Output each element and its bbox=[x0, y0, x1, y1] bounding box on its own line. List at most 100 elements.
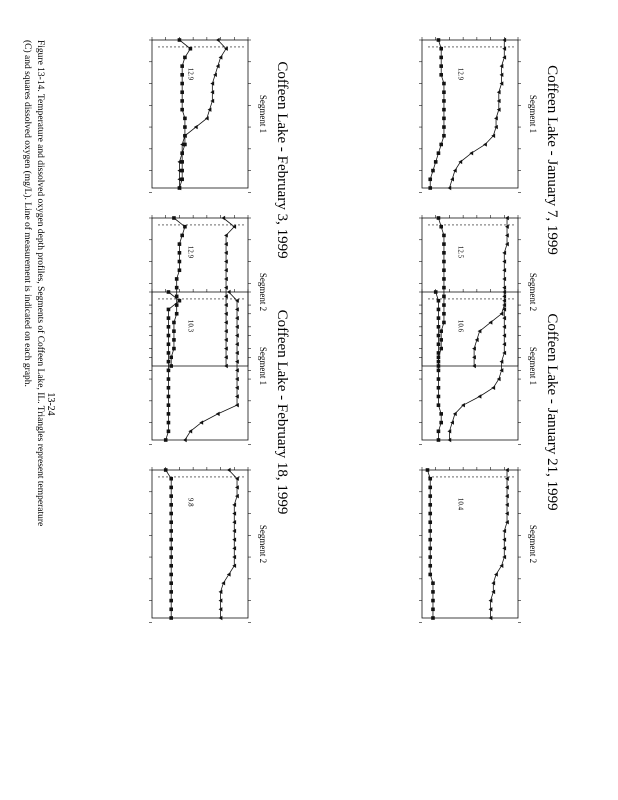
temperature-point bbox=[224, 328, 228, 334]
temperature-point bbox=[224, 241, 228, 247]
oxygen-point bbox=[436, 342, 441, 347]
oxygen-point bbox=[166, 325, 171, 329]
oxygen-point bbox=[166, 342, 171, 347]
series-line bbox=[220, 469, 238, 618]
oxygen-point bbox=[174, 285, 179, 290]
temperature-point bbox=[502, 285, 507, 290]
oxygen-point bbox=[172, 346, 176, 351]
temperature-point bbox=[235, 298, 239, 303]
temperature-point bbox=[193, 124, 198, 130]
temperature-point bbox=[232, 224, 237, 229]
temperature-point bbox=[235, 376, 239, 382]
profile-panel: Segment 1 12.9 bbox=[149, 37, 268, 193]
temperature-point bbox=[502, 546, 507, 551]
oxygen-point bbox=[180, 99, 184, 103]
oxygen-point bbox=[166, 385, 171, 390]
chart-title: Coffeen Lake - February 18, 1999 bbox=[274, 310, 290, 515]
oxygen-point bbox=[172, 329, 176, 333]
measurement-annotation: 10.4 bbox=[456, 498, 464, 511]
temperature-point bbox=[452, 168, 457, 173]
temperature-point bbox=[235, 324, 239, 330]
temperature-point bbox=[177, 168, 182, 173]
oxygen-point bbox=[428, 511, 433, 516]
oxygen-point bbox=[439, 346, 443, 351]
temperature-point bbox=[488, 615, 493, 621]
oxygen-point bbox=[169, 529, 173, 533]
profile-panel: Segment 2 9.8 bbox=[149, 467, 268, 623]
temperature-point bbox=[177, 177, 182, 182]
oxygen-point bbox=[442, 90, 446, 95]
temperature-point bbox=[488, 320, 493, 325]
oxygen-point bbox=[172, 320, 176, 325]
temperature-point bbox=[502, 350, 507, 356]
oxygen-point bbox=[436, 325, 441, 329]
oxygen-point bbox=[442, 303, 446, 307]
temperature-point bbox=[502, 276, 507, 282]
temperature-point bbox=[505, 485, 509, 490]
oxygen-point bbox=[166, 359, 171, 364]
oxygen-point bbox=[439, 142, 443, 147]
oxygen-point bbox=[183, 133, 187, 138]
temperature-point bbox=[224, 320, 228, 325]
oxygen-point bbox=[177, 268, 182, 273]
temperature-point bbox=[477, 328, 482, 334]
temperature-point bbox=[235, 359, 239, 364]
oxygen-point bbox=[439, 55, 443, 60]
oxygen-point bbox=[180, 73, 184, 77]
temperature-point bbox=[502, 324, 507, 330]
oxygen-point bbox=[428, 520, 433, 525]
temperature-point bbox=[461, 402, 465, 408]
oxygen-point bbox=[166, 412, 171, 416]
temperature-point bbox=[488, 607, 493, 612]
temperature-point bbox=[502, 528, 507, 534]
oxygen-point bbox=[166, 307, 171, 312]
oxygen-point bbox=[439, 46, 443, 51]
measurement-annotation: 9.8 bbox=[186, 498, 194, 507]
temperature-point bbox=[499, 72, 504, 78]
temperature-point bbox=[499, 359, 504, 364]
temperature-point bbox=[224, 302, 228, 308]
temperature-point bbox=[502, 268, 507, 273]
plot-frame bbox=[151, 39, 249, 189]
temperature-point bbox=[477, 394, 482, 399]
temperature-point bbox=[213, 72, 217, 78]
temperature-point bbox=[505, 241, 509, 247]
oxygen-point bbox=[428, 494, 433, 498]
chart-block: Coffeen Lake - January 21, 1999 Segment 1… bbox=[419, 289, 560, 623]
oxygen-point bbox=[177, 251, 182, 255]
series-line bbox=[179, 39, 227, 188]
oxygen-point bbox=[169, 485, 173, 490]
oxygen-point bbox=[442, 320, 446, 325]
oxygen-point bbox=[439, 412, 443, 416]
temperature-point bbox=[177, 159, 182, 165]
temperature-point bbox=[235, 476, 239, 481]
series-line bbox=[449, 40, 505, 189]
oxygen-point bbox=[166, 351, 171, 355]
temperature-point bbox=[210, 98, 215, 104]
temperature-point bbox=[502, 537, 507, 542]
temperature-point bbox=[224, 250, 228, 256]
oxygen-point bbox=[166, 429, 171, 434]
plot-frame bbox=[421, 469, 519, 619]
temperature-point bbox=[499, 563, 504, 568]
chart-title: Coffeen Lake - January 7, 1999 bbox=[544, 65, 560, 255]
temperature-point bbox=[215, 411, 220, 417]
temperature-point bbox=[224, 268, 228, 273]
plot-frame bbox=[421, 39, 519, 189]
oxygen-point bbox=[169, 503, 173, 507]
oxygen-point bbox=[442, 259, 446, 264]
oxygen-point bbox=[439, 420, 443, 425]
oxygen-point bbox=[436, 151, 441, 155]
oxygen-point bbox=[431, 581, 435, 585]
oxygen-point bbox=[436, 394, 441, 399]
oxygen-point bbox=[169, 598, 173, 603]
oxygen-point bbox=[166, 420, 171, 425]
temperature-point bbox=[502, 333, 507, 338]
temperature-point bbox=[502, 289, 507, 295]
oxygen-point bbox=[442, 81, 446, 86]
oxygen-point bbox=[183, 125, 187, 129]
temperature-point bbox=[494, 572, 498, 577]
oxygen-point bbox=[169, 590, 173, 594]
temperature-point bbox=[491, 133, 496, 138]
oxygen-point bbox=[442, 99, 446, 103]
